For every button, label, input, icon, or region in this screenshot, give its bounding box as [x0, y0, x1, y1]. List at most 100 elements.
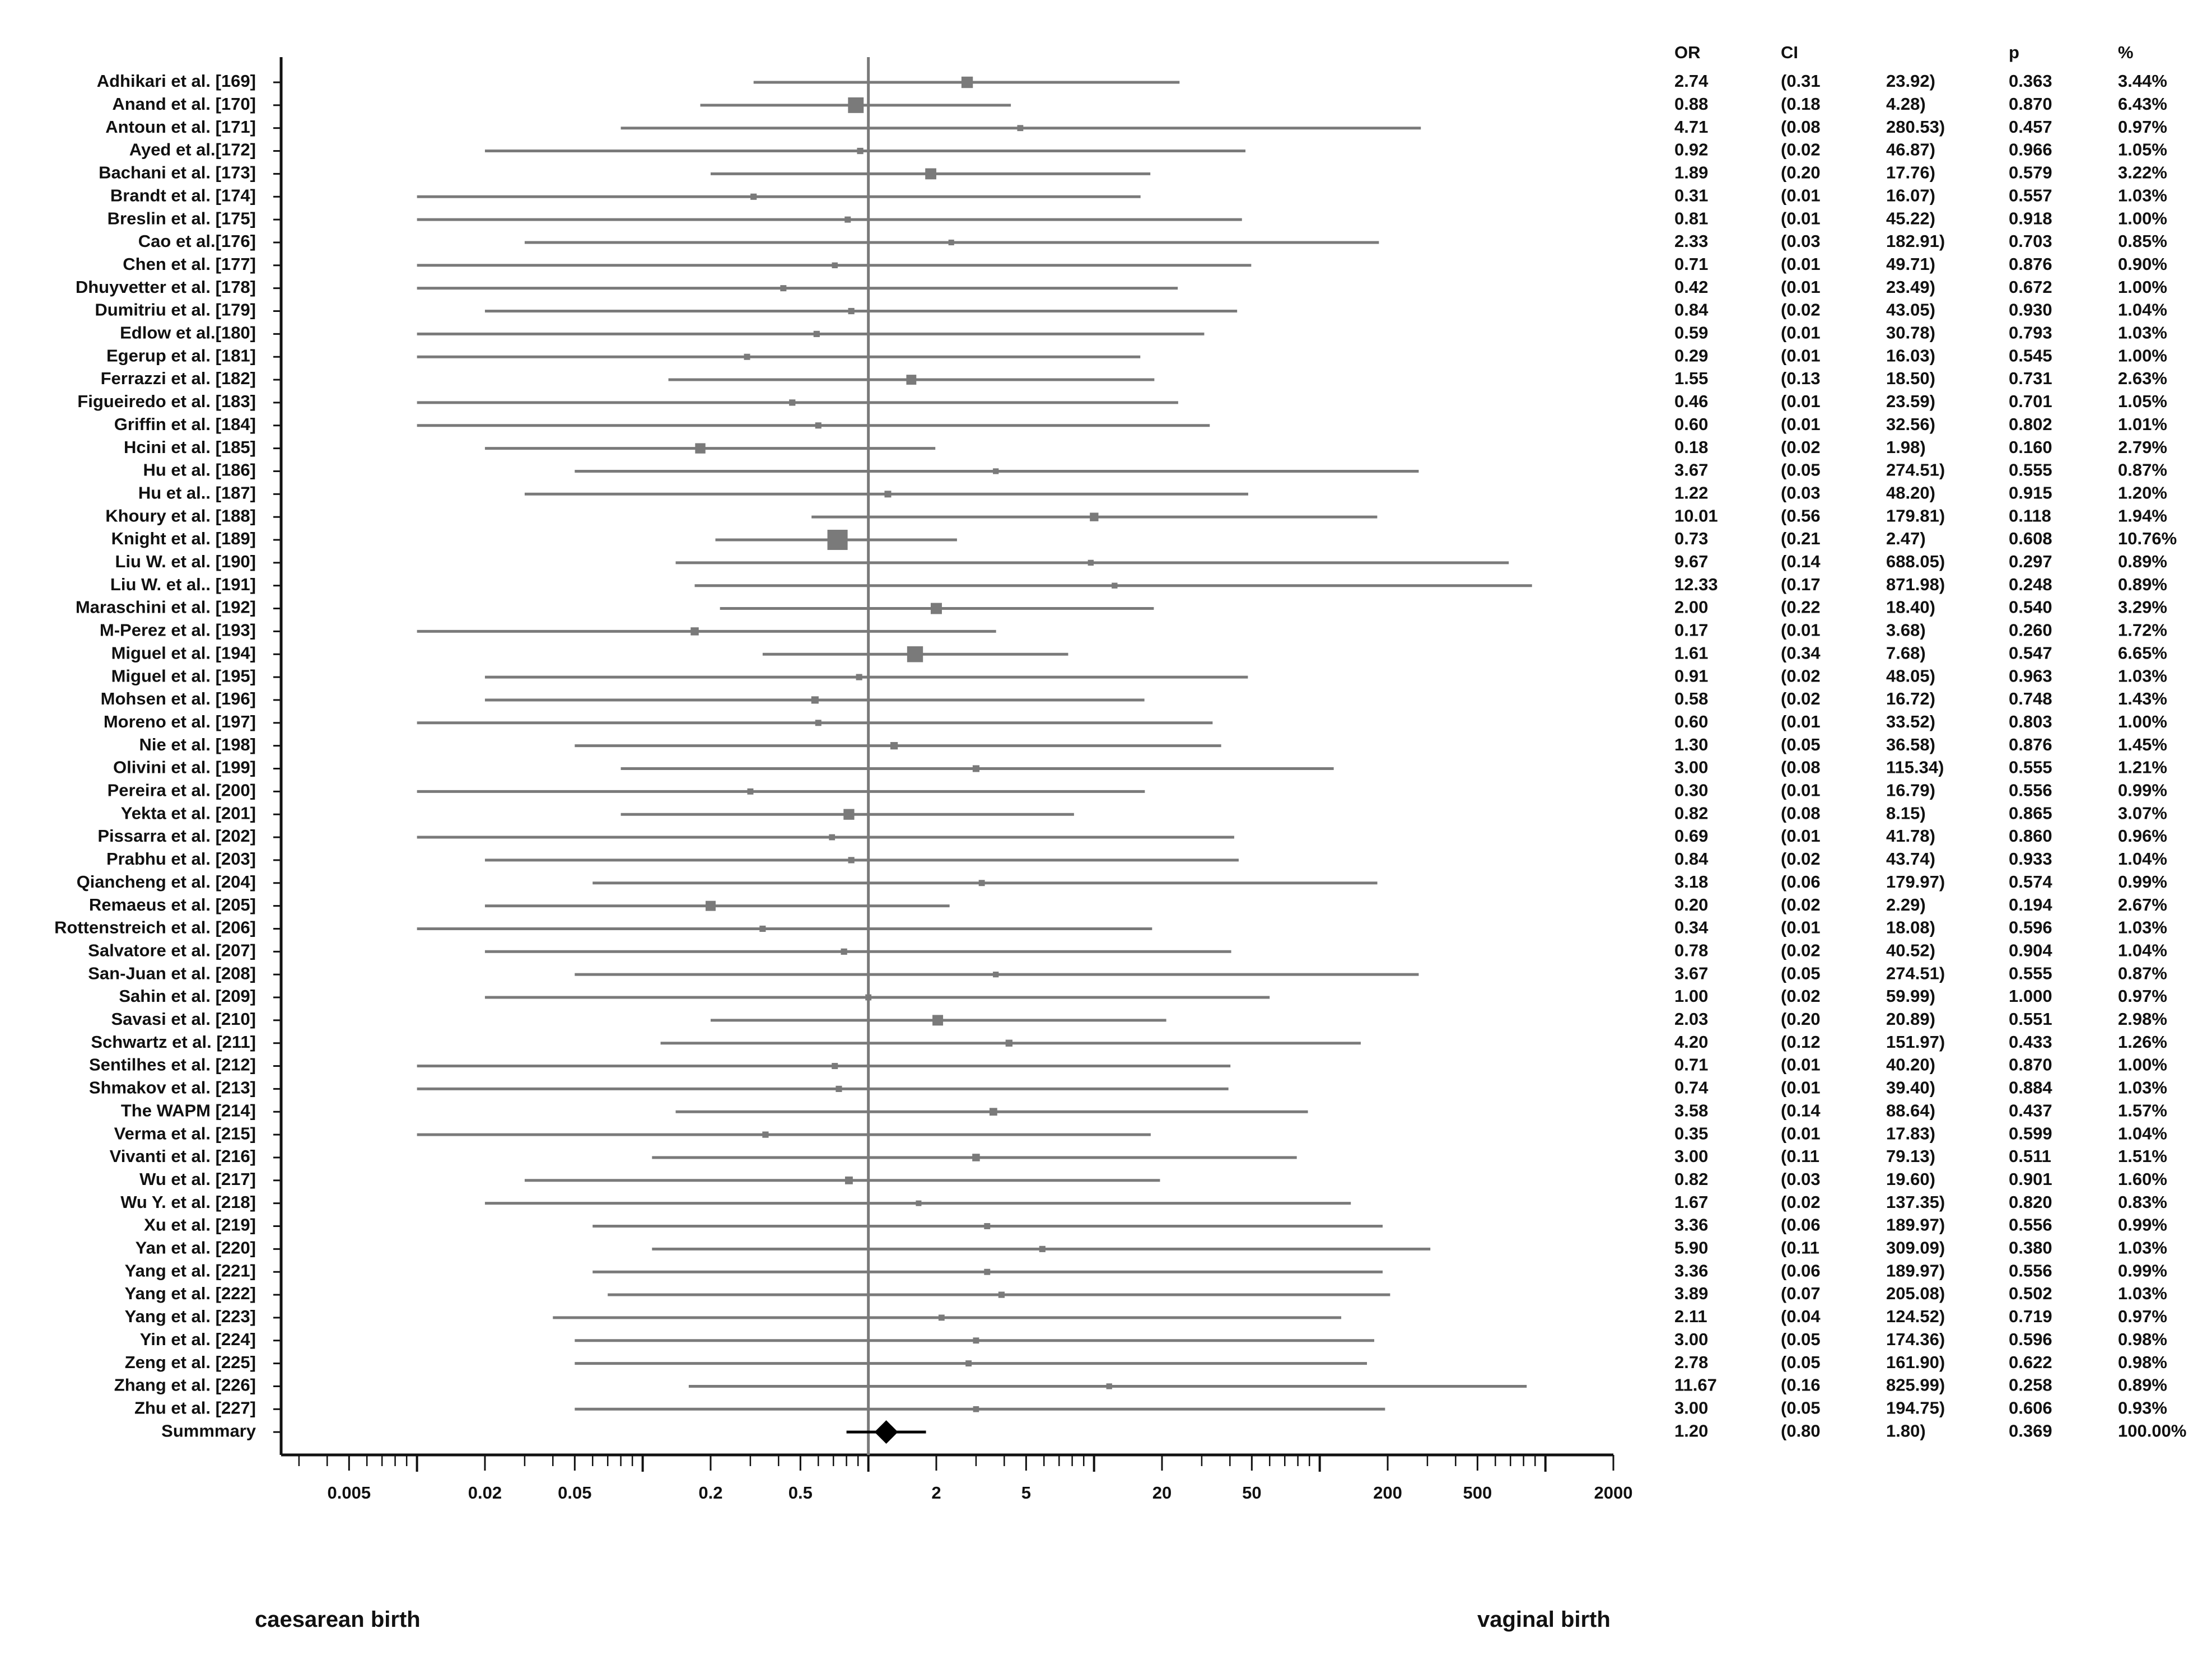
x-tick-label: 0.005	[328, 1483, 371, 1503]
summary-label: Summmary	[161, 1421, 256, 1440]
ci-lower: (0.16	[1781, 1375, 1821, 1395]
or-value: 2.78	[1674, 1352, 1708, 1372]
effect-marker	[747, 788, 754, 795]
ci-lower: (0.01	[1781, 414, 1821, 434]
ci-lower: (0.20	[1781, 1009, 1821, 1029]
effect-marker	[972, 1154, 980, 1161]
ci-lower: (0.01	[1781, 781, 1821, 800]
ci-lower: (0.03	[1781, 1169, 1821, 1189]
weight-value: 2.79%	[2118, 437, 2167, 457]
p-value: 0.793	[2009, 323, 2052, 343]
weight-value: 1.00%	[2118, 712, 2167, 731]
ci-upper: 4.28)	[1886, 94, 1926, 114]
p-value: 0.820	[2009, 1192, 2052, 1212]
weight-value: 1.04%	[2118, 849, 2167, 869]
ci-lower: (0.02	[1781, 140, 1821, 160]
ci-upper: 2.29)	[1886, 895, 1926, 915]
or-value: 0.91	[1674, 666, 1708, 685]
effect-marker	[938, 1314, 945, 1321]
weight-value: 0.97%	[2118, 117, 2167, 137]
x-tick-label: 0.05	[558, 1483, 591, 1503]
x-tick-label: 2	[931, 1483, 941, 1503]
ci-lower: (0.01	[1781, 208, 1821, 228]
ci-lower: (0.05	[1781, 1398, 1821, 1417]
ci-upper: 40.52)	[1886, 940, 1935, 960]
ci-lower: (0.01	[1781, 346, 1821, 365]
ci-upper: 59.99)	[1886, 986, 1935, 1006]
weight-value: 1.20%	[2118, 483, 2167, 502]
ci-lower: (0.07	[1781, 1284, 1821, 1303]
summary-diamond	[874, 1420, 898, 1444]
or-value: 1.22	[1674, 483, 1708, 502]
or-value: 0.69	[1674, 826, 1708, 846]
or-value: 3.36	[1674, 1215, 1708, 1235]
p-value: 0.555	[2009, 460, 2052, 480]
weight-value: 1.72%	[2118, 620, 2167, 640]
summary-ci-lower: (0.80	[1781, 1421, 1821, 1440]
effect-marker	[836, 1085, 842, 1092]
effect-marker	[978, 880, 985, 887]
study-label: Brandt et al. [174]	[110, 185, 256, 205]
ci-upper: 1.98)	[1886, 437, 1926, 457]
ci-lower: (0.02	[1781, 849, 1821, 869]
weight-value: 1.26%	[2118, 1032, 2167, 1052]
weight-value: 1.00%	[2118, 277, 2167, 297]
ci-upper: 161.90)	[1886, 1352, 1945, 1372]
study-label: Wu Y. et al. [218]	[120, 1192, 256, 1212]
study-label: Yang et al. [223]	[125, 1307, 256, 1326]
or-value: 1.61	[1674, 643, 1708, 662]
study-label: Sahin et al. [209]	[119, 986, 256, 1006]
ci-upper: 871.98)	[1886, 575, 1945, 594]
ci-lower: (0.06	[1781, 1215, 1821, 1235]
study-label: Shmakov et al. [213]	[89, 1078, 256, 1098]
or-value: 10.01	[1674, 506, 1718, 525]
study-label: Sentilhes et al. [212]	[89, 1055, 256, 1075]
ci-upper: 48.20)	[1886, 483, 1935, 502]
ci-lower: (0.02	[1781, 986, 1821, 1006]
study-label: Zhang et al. [226]	[114, 1375, 256, 1395]
p-value: 0.437	[2009, 1100, 2052, 1120]
effect-marker	[744, 353, 750, 360]
ci-lower: (0.05	[1781, 735, 1821, 754]
ci-lower: (0.05	[1781, 1352, 1821, 1372]
weight-value: 3.22%	[2118, 163, 2167, 183]
ci-upper: 23.49)	[1886, 277, 1935, 297]
or-value: 0.46	[1674, 391, 1708, 411]
or-value: 4.71	[1674, 117, 1708, 137]
study-label: Anand et al. [170]	[112, 94, 256, 114]
p-value: 0.933	[2009, 849, 2052, 869]
or-value: 0.58	[1674, 689, 1708, 708]
weight-value: 2.63%	[2118, 368, 2167, 388]
ci-upper: 23.59)	[1886, 391, 1935, 411]
effect-marker	[856, 674, 862, 680]
or-value: 12.33	[1674, 575, 1718, 594]
weight-value: 0.99%	[2118, 781, 2167, 800]
or-value: 0.88	[1674, 94, 1708, 114]
ci-lower: (0.17	[1781, 575, 1821, 594]
ci-upper: 688.05)	[1886, 552, 1945, 571]
p-value: 0.703	[2009, 231, 2052, 251]
study-label: Yang et al. [221]	[125, 1261, 256, 1280]
or-value: 0.31	[1674, 185, 1708, 205]
study-label: San-Juan et al. [208]	[88, 963, 256, 983]
or-value: 1.55	[1674, 368, 1708, 388]
p-value: 0.596	[2009, 1329, 2052, 1349]
effect-marker	[832, 1063, 838, 1070]
weight-value: 0.99%	[2118, 1261, 2167, 1280]
effect-marker	[973, 1337, 979, 1344]
x-tick-label: 20	[1152, 1483, 1172, 1503]
p-value: 0.160	[2009, 437, 2052, 457]
weight-value: 1.03%	[2118, 1284, 2167, 1303]
ci-upper: 32.56)	[1886, 414, 1935, 434]
ci-lower: (0.03	[1781, 231, 1821, 251]
weight-value: 0.97%	[2118, 1307, 2167, 1326]
ci-upper: 174.36)	[1886, 1329, 1945, 1349]
or-value: 0.17	[1674, 620, 1708, 640]
p-value: 0.194	[2009, 895, 2052, 915]
ci-lower: (0.01	[1781, 620, 1821, 640]
weight-value: 1.05%	[2118, 140, 2167, 160]
ci-upper: 40.20)	[1886, 1055, 1935, 1075]
ci-upper: 17.83)	[1886, 1123, 1935, 1143]
ci-upper: 46.87)	[1886, 140, 1935, 160]
ci-lower: (0.22	[1781, 598, 1821, 617]
